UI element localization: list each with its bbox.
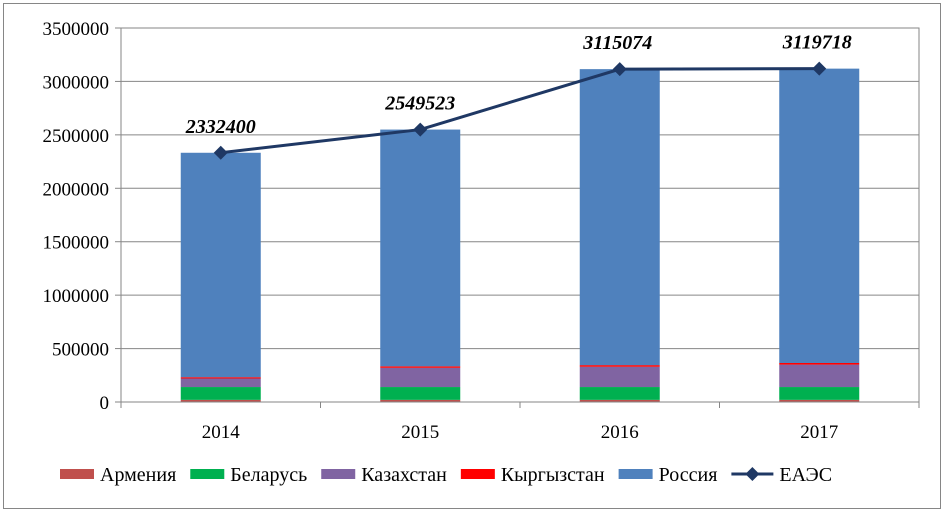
eaes-marker (812, 61, 827, 76)
y-tick-label: 1000000 (43, 286, 110, 307)
bar-segment-Кыргызстан (779, 362, 860, 365)
bar-segment-Беларусь (180, 387, 261, 400)
legend-swatch-Казахстан (321, 469, 356, 479)
x-tick-label: 2014 (202, 422, 241, 443)
eaes-data-label: 2549523 (384, 93, 455, 115)
x-tick-label: 2016 (601, 422, 639, 443)
eaes-data-label: 3115074 (582, 32, 652, 54)
bars (180, 68, 860, 402)
legend-diamond-icon (745, 467, 760, 481)
x-tick-label: 2017 (800, 422, 838, 443)
legend-label: Кыргызстан (501, 464, 605, 486)
data-labels: 2332400 2549523 3115074 3119718 (185, 32, 852, 138)
bar-segment-Кыргызстан (380, 366, 461, 368)
bar-segment-Кыргызстан (579, 365, 660, 367)
bar-segment-Россия (180, 152, 261, 378)
bar-segment-Россия (380, 129, 461, 367)
legend-label: Беларусь (230, 464, 307, 486)
bar-segment-Россия (779, 68, 860, 363)
bar-segment-Беларусь (579, 387, 660, 400)
y-tick-label: 2500000 (43, 126, 110, 147)
eaes-marker (413, 122, 428, 137)
eaes-line-path (220, 67, 820, 155)
y-tick-label: 3500000 (43, 19, 110, 40)
legend-label: ЕАЭС (779, 464, 832, 486)
legend-swatch-Армения (60, 469, 94, 479)
legend-swatch-Кыргызстан (460, 469, 495, 479)
bar-segment-Беларусь (779, 387, 860, 400)
y-tick-label: 3000000 (43, 72, 110, 93)
bar-segment-Беларусь (380, 387, 461, 400)
legend-label: Казахстан (361, 464, 447, 486)
y-tick-label: 2000000 (43, 179, 110, 200)
legend-swatch-Россия (618, 469, 653, 479)
legend: Армения Беларусь Казахстан Кыргызстан Россия… (60, 464, 832, 486)
bar-segment-Армения (380, 399, 461, 402)
bar-segment-Кыргызстан (180, 377, 261, 379)
y-tick-label: 1500000 (43, 233, 110, 254)
bar-segment-Армения (779, 399, 860, 402)
bar-segment-Казахстан (779, 364, 860, 388)
bar-segment-Казахстан (380, 367, 461, 388)
bar-segment-Казахстан (180, 378, 261, 388)
bar-segment-Армения (180, 399, 261, 402)
axes: 0 500000 1000000 1500000 2000000 2500000 30000… (43, 19, 920, 443)
eaes-data-label: 2332400 (185, 116, 256, 138)
x-tick-label: 2015 (401, 422, 439, 443)
bar-segment-Армения (579, 399, 660, 402)
eaes-data-label: 3119718 (782, 32, 852, 54)
legend-label: Армения (100, 464, 176, 486)
eaes-marker (612, 62, 627, 77)
y-tick-label: 500000 (52, 340, 109, 361)
bar-segment-Россия (579, 69, 660, 366)
eaes-marker (213, 145, 228, 160)
legend-swatch-Беларусь (190, 469, 225, 479)
eaes-line (213, 61, 827, 160)
bar-segment-Казахстан (579, 366, 660, 388)
legend-label: Россия (659, 464, 718, 486)
y-tick-label: 0 (100, 393, 110, 414)
